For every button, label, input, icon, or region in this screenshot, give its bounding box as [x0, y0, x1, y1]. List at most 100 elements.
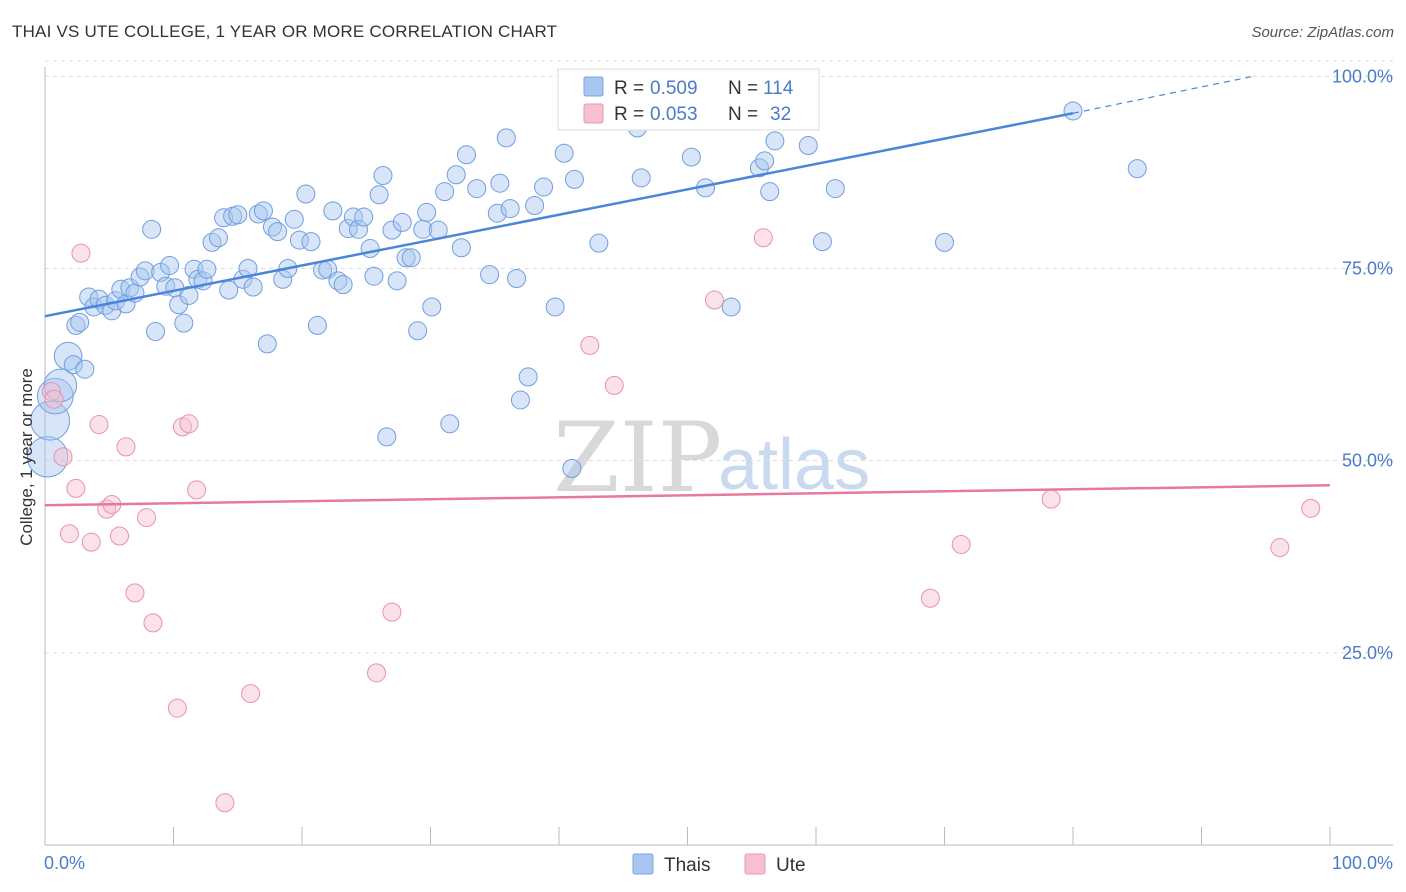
thais-point-92	[518, 367, 538, 387]
ute-point-19	[215, 793, 235, 813]
thais-point-89	[500, 199, 520, 219]
thais-point-19	[130, 267, 150, 287]
thais-point-47	[268, 222, 288, 242]
legend-r-label-ute: R =	[614, 104, 644, 125]
thais-point-104	[721, 297, 741, 317]
ute-point-12	[125, 583, 145, 603]
thais-point-99	[589, 233, 609, 253]
thais-point-107	[760, 182, 780, 202]
thais-point-82	[451, 238, 471, 258]
thais-point-71	[392, 212, 412, 232]
thais-point-69	[382, 220, 402, 240]
thais-point-80	[440, 414, 460, 434]
thais-point-1	[30, 400, 71, 441]
thais-point-25	[160, 255, 180, 275]
thais-point-33	[197, 259, 217, 279]
thais-point-84	[467, 179, 487, 199]
ute-point-30	[1270, 538, 1290, 558]
ute-point-0	[41, 382, 61, 402]
thais-point-45	[257, 334, 277, 354]
ute-point-23	[580, 335, 600, 355]
thais-point-5	[63, 355, 83, 375]
source-label: Source: ZipAtlas.com	[1251, 24, 1394, 41]
thais-point-96	[554, 143, 574, 163]
thais-point-114	[1127, 159, 1147, 179]
stats-legend: R = 0.509 N = 114 R = 0.053 N = 32	[557, 68, 820, 131]
ute-point-17	[179, 414, 199, 434]
thais-point-94	[534, 177, 554, 197]
y-tick-label-25: 25.0%	[1342, 643, 1393, 663]
thais-point-111	[825, 179, 845, 199]
thais-point-85	[480, 265, 500, 285]
thais-point-29	[179, 285, 199, 305]
thais-point-108	[765, 131, 785, 151]
thais-point-41	[238, 259, 258, 279]
ute-point-20	[241, 684, 261, 704]
ute-point-4	[66, 478, 86, 498]
thais-point-97	[562, 458, 582, 478]
thais-point-54	[307, 315, 327, 335]
thais-point-106	[755, 151, 775, 171]
ute-point-28	[951, 534, 971, 554]
thais-point-21	[142, 219, 162, 239]
thais-point-64	[360, 239, 380, 259]
thais-point-60	[338, 219, 358, 239]
x-tick-label-max: 100.0%	[1332, 853, 1393, 873]
legend-swatch-ute	[583, 103, 604, 124]
chart-title: THAI VS UTE COLLEGE, 1 YEAR OR MORE CORR…	[12, 22, 558, 41]
axes	[44, 67, 1393, 846]
thais-point-90	[507, 269, 527, 289]
ute-point-22	[382, 602, 402, 622]
ute-point-25	[704, 290, 724, 310]
ute-point-3	[59, 524, 79, 544]
thais-point-66	[369, 185, 389, 205]
ute-point-6	[81, 532, 101, 552]
thais-point-70	[387, 271, 407, 291]
thais-point-35	[208, 228, 228, 248]
thais-point-22	[146, 322, 166, 342]
legend-n-label-ute: N =	[728, 104, 758, 125]
thais-point-113	[1063, 101, 1083, 121]
thais-point-86	[487, 203, 507, 223]
thais-point-73	[401, 248, 421, 268]
ute-point-21	[367, 663, 387, 683]
y-axis-title: College, 1 year or more	[17, 368, 36, 546]
thais-point-68	[377, 427, 397, 447]
thais-point-59	[333, 275, 353, 295]
thais-point-44	[253, 201, 273, 221]
x-tick-label-min: 0.0%	[44, 853, 85, 873]
bottom-legend-label-thais: Thais	[664, 855, 710, 876]
y-tick-label-75: 75.0%	[1342, 259, 1393, 279]
thais-point-81	[446, 165, 466, 185]
legend-n-label-thais: N =	[728, 78, 758, 99]
thais-trend-line	[44, 112, 1074, 318]
thais-point-109	[798, 136, 818, 156]
thais-point-61	[343, 207, 363, 227]
ute-point-5	[71, 243, 91, 263]
thais-point-65	[364, 266, 384, 286]
grid-lines	[45, 60, 1393, 654]
legend-r-label-thais: R =	[614, 78, 644, 99]
thais-point-88	[496, 128, 516, 148]
thais-point-20	[135, 261, 155, 281]
ute-point-24	[604, 375, 624, 395]
thais-point-7	[70, 312, 90, 332]
ute-point-14	[143, 613, 163, 633]
ute-point-13	[137, 508, 157, 528]
ute-point-2	[53, 447, 73, 467]
thais-point-76	[417, 202, 437, 222]
legend-swatch-thais	[583, 76, 604, 97]
thais-point-58	[328, 271, 348, 291]
thais-point-83	[456, 145, 476, 165]
thais-point-39	[228, 205, 248, 225]
ute-point-31	[1301, 498, 1321, 518]
thais-point-95	[545, 297, 565, 317]
ute-point-18	[187, 480, 207, 500]
thais-point-62	[349, 219, 369, 239]
thais-point-6	[66, 315, 86, 335]
ute-trend-line	[44, 484, 1331, 507]
thais-point-72	[396, 248, 416, 268]
trend-lines	[44, 75, 1331, 507]
thais-point-110	[812, 232, 832, 252]
thais-point-53	[301, 232, 321, 252]
